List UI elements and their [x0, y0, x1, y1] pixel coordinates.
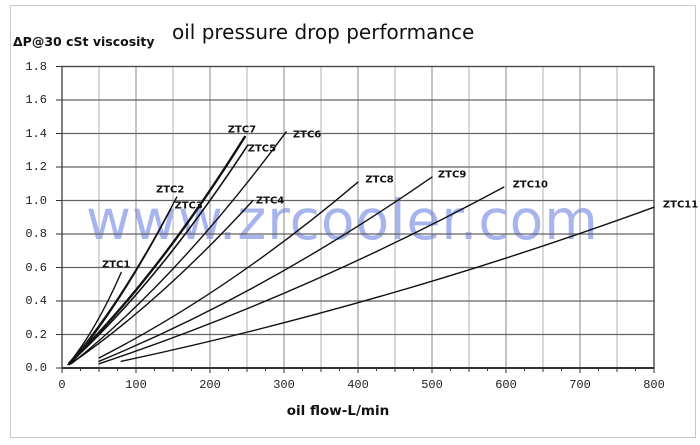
series-label-ztc3: ZTC3: [174, 200, 203, 212]
x-tick-label: 400: [347, 378, 369, 392]
chart-title: oil pressure drop performance: [172, 20, 475, 44]
x-tick-label: 600: [495, 378, 517, 392]
series-label-ztc2: ZTC2: [155, 184, 185, 196]
series-label-ztc1: ZTC1: [101, 259, 131, 271]
x-tick-label: 500: [421, 378, 443, 392]
y-tick-label: 1.4: [25, 126, 47, 141]
series-label-ztc9: ZTC9: [437, 169, 467, 181]
series-label-ztc8: ZTC8: [365, 174, 394, 186]
x-tick-label: 300: [273, 378, 295, 392]
series-curve-ztc9: [98, 176, 433, 362]
series-curve-ztc10: [98, 186, 505, 365]
x-tick-label: 0: [58, 378, 66, 392]
series-curve-ztc4: [68, 199, 254, 366]
x-tick-label: 200: [199, 378, 221, 392]
figure-border: [10, 5, 696, 438]
y-tick-label: 0.4: [25, 294, 47, 308]
x-tick-label: 800: [643, 378, 665, 392]
y-tick-label: 1.6: [25, 93, 47, 107]
y-axis-title: ΔP@30 cSt viscosity: [13, 34, 155, 49]
series-curve-ztc8: [98, 181, 359, 359]
y-tick-label: 0.0: [25, 361, 47, 375]
y-tick-label: 0.8: [25, 227, 47, 241]
x-tick-label: 100: [125, 378, 147, 392]
series-curve-ztc7: [68, 135, 246, 365]
x-axis-title: oil flow-L/min: [286, 403, 390, 419]
series-label-ztc5: ZTC5: [247, 143, 277, 155]
y-tick-label: 0.2: [25, 327, 47, 342]
series-curve-ztc5: [70, 144, 249, 363]
y-tick-label: 1.8: [25, 59, 47, 74]
series-curve-ztc2: [68, 196, 178, 364]
series-label-ztc7: ZTC7: [227, 124, 257, 136]
x-tick-label: 700: [569, 378, 591, 392]
series-curve-ztc6: [71, 131, 287, 364]
series-label-ztc10: ZTC10: [512, 179, 548, 191]
series-label-ztc4: ZTC4: [255, 195, 285, 206]
y-tick-label: 1.2: [25, 160, 47, 174]
y-tick-label: 1.0: [25, 193, 47, 208]
series-label-ztc6: ZTC6: [292, 129, 322, 141]
series-label-ztc11: ZTC11: [662, 199, 699, 211]
y-tick-label: 0.6: [25, 260, 47, 275]
series-curve-ztc11: [120, 206, 655, 362]
watermark-text: www.zrcooler.com: [86, 188, 599, 252]
